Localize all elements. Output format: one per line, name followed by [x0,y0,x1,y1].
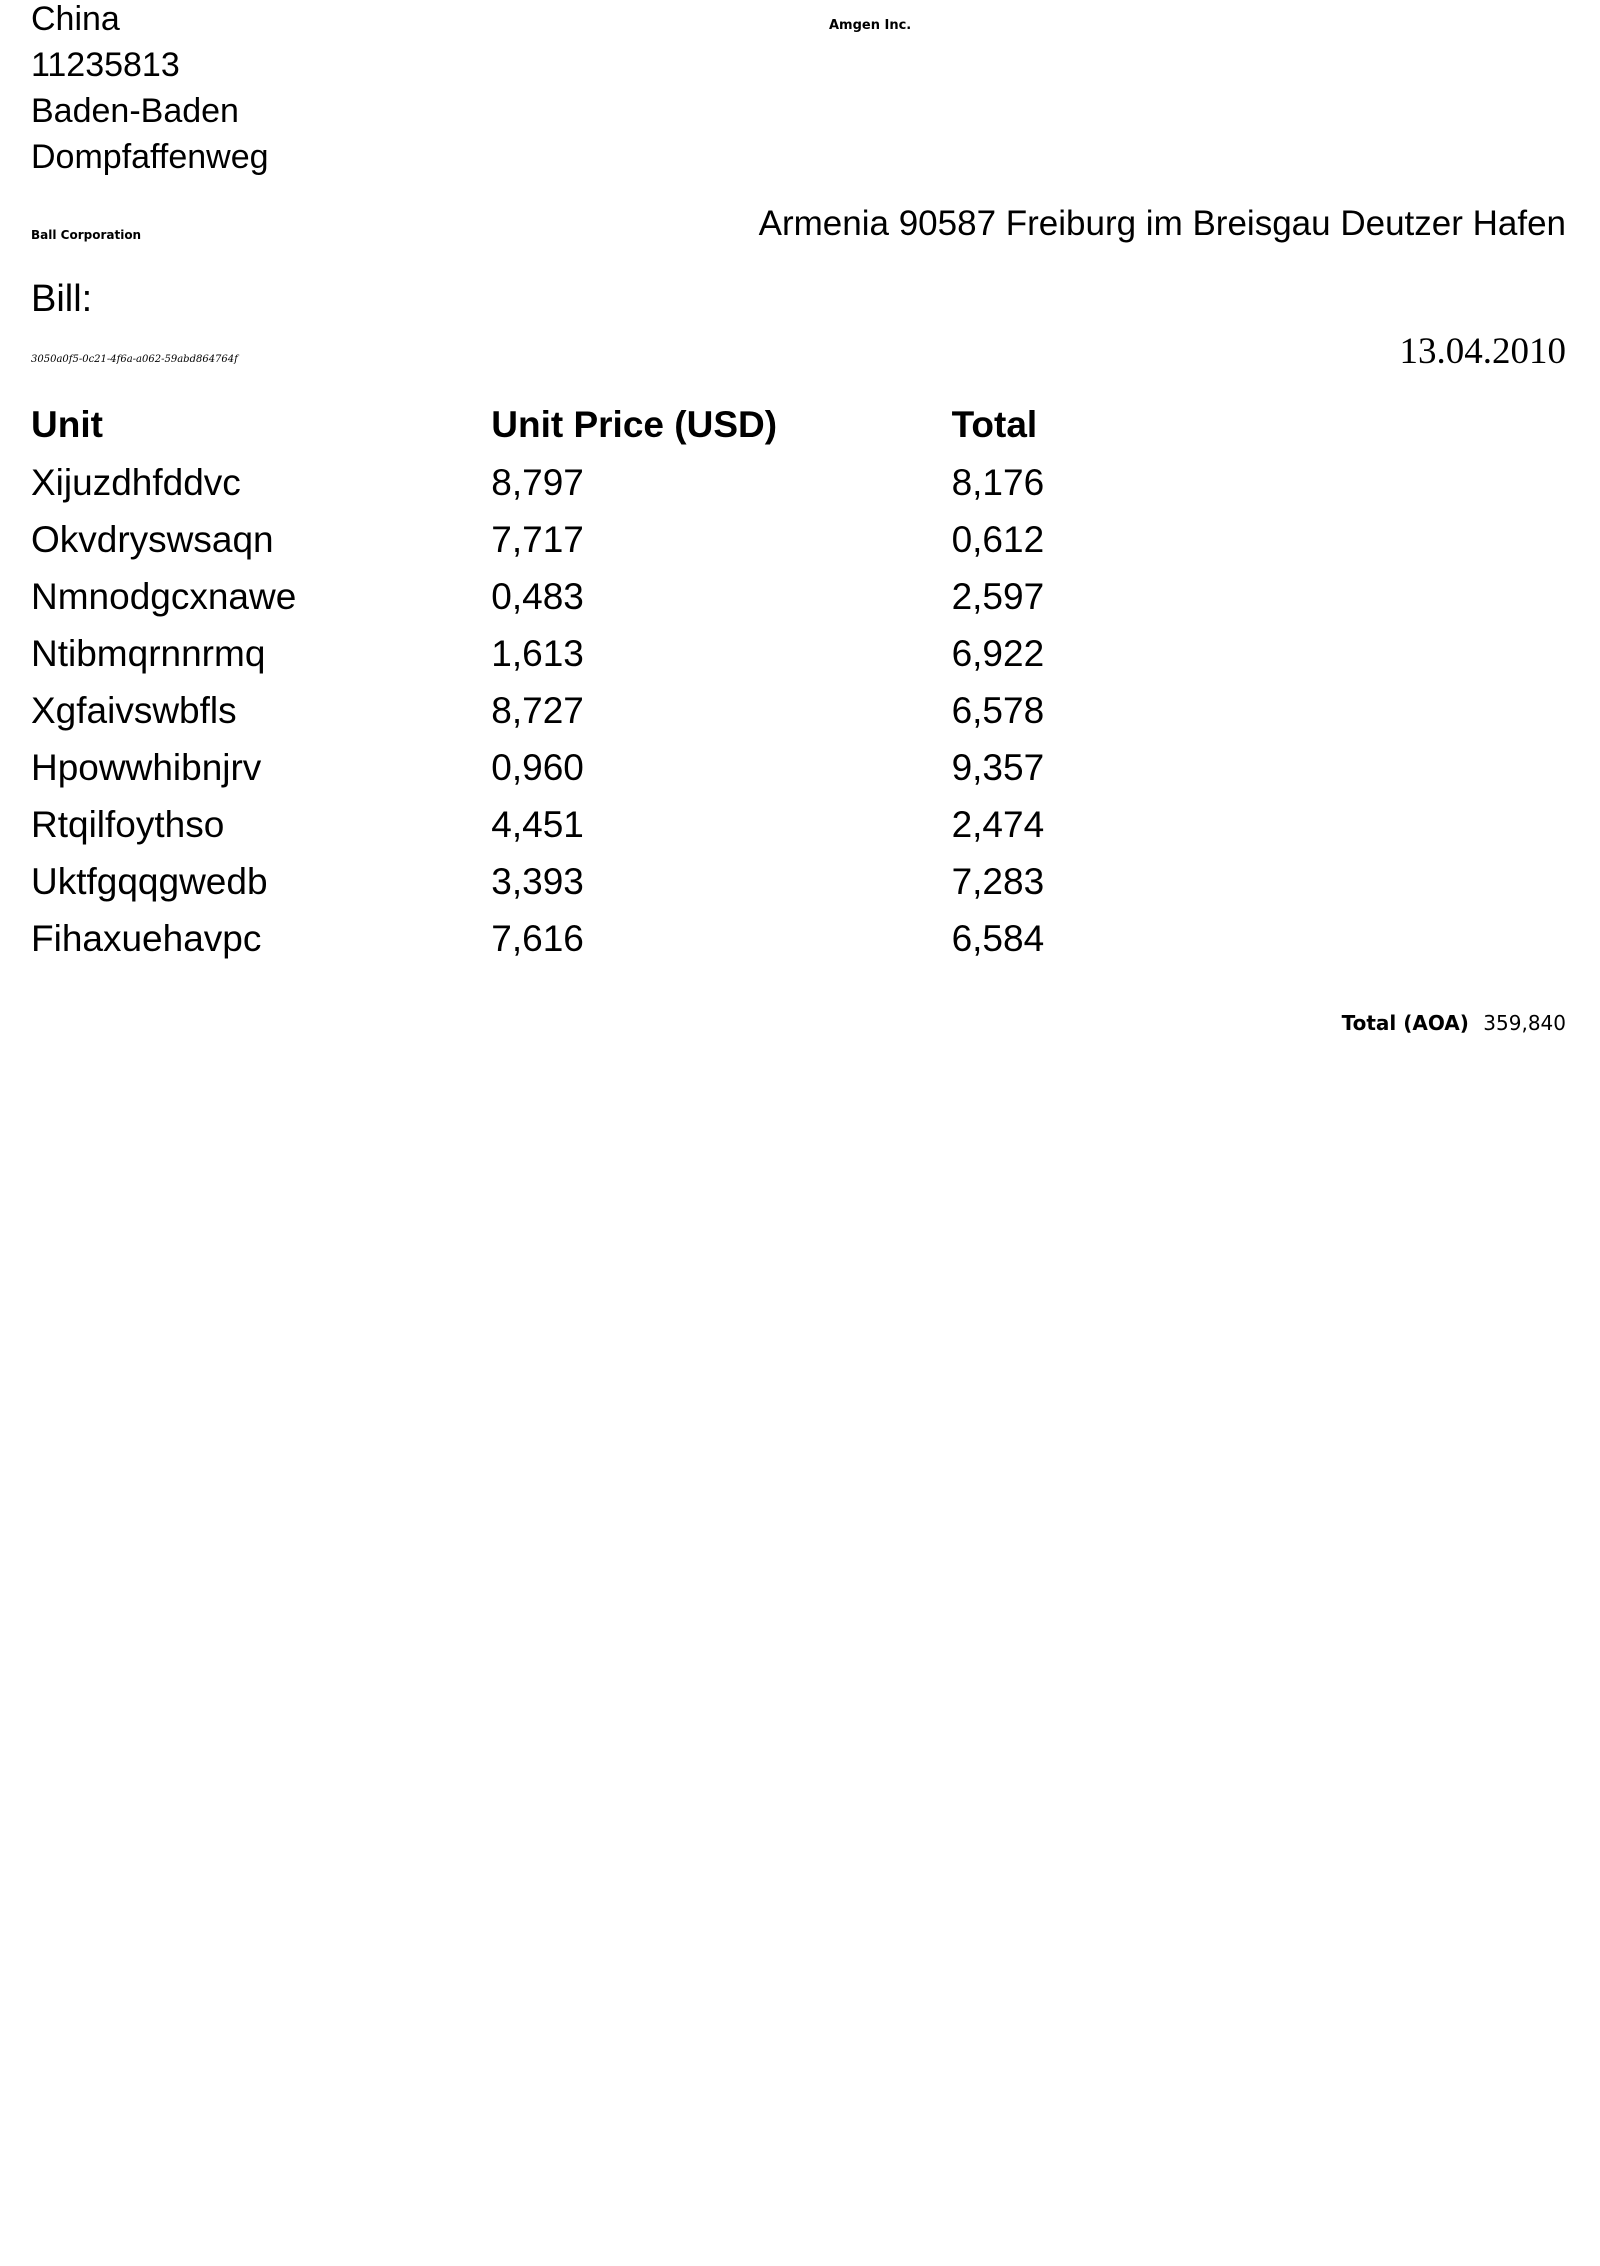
table-row: Nmnodgcxnawe 0,483 2,597 [31,568,1131,625]
sender-street: Dompfaffenweg [31,138,269,176]
cell-total: 8,176 [951,461,1045,503]
sender-address: China 11235813 Baden-Baden Dompfaffenweg [31,0,269,180]
cell-unit: Hpowwhibnjrv [31,746,262,788]
invoice-date: 13.04.2010 [1399,331,1567,372]
cell-unit: Okvdryswsaqn [31,518,274,560]
cell-unit-price: 0,483 [491,575,584,617]
cell-total: 2,597 [951,575,1045,617]
cell-unit-price: 7,717 [491,518,584,560]
cell-unit-price: 7,616 [491,917,584,959]
cell-total: 0,612 [951,518,1045,560]
table-row: Fihaxuehavpc 7,616 6,584 [31,910,1131,967]
cell-unit: Xgfaivswbfls [31,689,237,731]
company-name-top: Amgen Inc. [829,18,912,33]
invoice-id: 3050a0f5-0c21-4f6a-a062-59abd864764f [31,354,238,365]
column-header-unit: Unit [31,404,103,445]
cell-unit-price: 1,613 [491,632,584,674]
table-header-row: Unit Unit Price (USD) Total [31,396,1131,454]
cell-unit: Rtqilfoythso [31,803,225,845]
table-row: Okvdryswsaqn 7,717 0,612 [31,511,1131,568]
cell-unit-price: 3,393 [491,860,584,902]
cell-total: 2,474 [951,803,1045,845]
cell-unit: Fihaxuehavpc [31,917,262,959]
cell-total: 7,283 [951,860,1045,902]
grand-total-value: 359,840 [1483,1011,1566,1035]
cell-unit: Nmnodgcxnawe [31,575,297,617]
sender-postal-code: 11235813 [31,46,180,84]
table-row: Uktfgqqgwedb 3,393 7,283 [31,853,1131,910]
column-header-unit-price: Unit Price (USD) [491,404,778,445]
cell-total: 6,578 [951,689,1045,731]
cell-total: 6,922 [951,632,1045,674]
table-row: Hpowwhibnjrv 0,960 9,357 [31,739,1131,796]
sender-country: China [31,0,120,38]
company-name-left: Ball Corporation [31,228,142,242]
items-table: Unit Unit Price (USD) Total Xijuzdhfddvc… [31,396,1131,967]
table-row: Xgfaivswbfls 8,727 6,578 [31,682,1131,739]
recipient-address: Armenia 90587 Freiburg im Breisgau Deutz… [758,204,1566,243]
grand-total: Total (AOA) 359,840 [1342,1011,1566,1035]
grand-total-label: Total (AOA) [1341,1011,1469,1035]
cell-unit: Ntibmqrnnrmq [31,632,266,674]
table-body: Xijuzdhfddvc 8,797 8,176 Okvdryswsaqn 7,717 0… [31,454,1131,967]
bill-heading: Bill: [31,278,93,320]
cell-total: 6,584 [951,917,1045,959]
column-header-total: Total [951,404,1038,445]
cell-unit-price: 8,727 [491,689,584,731]
cell-unit: Uktfgqqgwedb [31,860,268,902]
table-row: Xijuzdhfddvc 8,797 8,176 [31,454,1131,511]
table-row: Ntibmqrnnrmq 1,613 6,922 [31,625,1131,682]
cell-unit-price: 4,451 [491,803,584,845]
cell-unit-price: 0,960 [491,746,584,788]
sender-city: Baden-Baden [31,92,239,130]
cell-total: 9,357 [951,746,1045,788]
cell-unit-price: 8,797 [491,461,584,503]
table-row: Rtqilfoythso 4,451 2,474 [31,796,1131,853]
cell-unit: Xijuzdhfddvc [31,461,241,503]
